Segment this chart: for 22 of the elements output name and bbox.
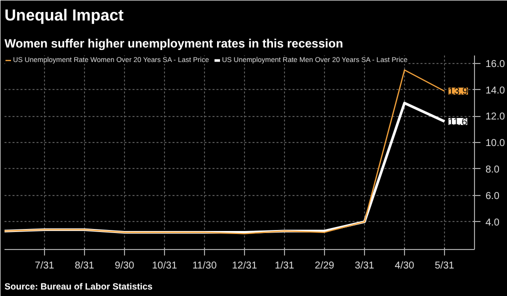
x-tick-label: 9/30: [114, 260, 135, 272]
x-tick-label: 2/29: [314, 260, 335, 272]
y-tick-label: 12.0: [486, 112, 506, 123]
x-tick-label: 10/31: [152, 260, 178, 272]
x-tick-label: 12/31: [232, 260, 258, 272]
y-tick-label: 8.0: [486, 164, 500, 176]
y-tick-label: 16.0: [486, 58, 506, 70]
chart-title: Unequal Impact: [4, 8, 124, 24]
x-tick-label: 8/31: [74, 260, 95, 272]
source-note: Source: Bureau of Labor Statistics: [4, 282, 153, 292]
y-tick-label: 10.0: [486, 138, 506, 150]
y-tick-label: 6.0: [486, 190, 500, 202]
data-label: 11.6: [448, 116, 468, 128]
x-tick-label: 7/31: [34, 260, 55, 272]
y-tick-label: 4.0: [486, 217, 500, 228]
chart-subtitle: Women suffer higher unemployment rates in this recession: [4, 36, 344, 50]
y-tick-label: 14.0: [486, 85, 506, 96]
x-tick-label: 1/31: [274, 260, 295, 272]
x-tick-label: 4/30: [394, 260, 415, 272]
x-tick-label: 5/31: [434, 260, 455, 272]
x-tick-label: 11/30: [192, 260, 218, 272]
x-tick-label: 3/31: [354, 260, 375, 272]
